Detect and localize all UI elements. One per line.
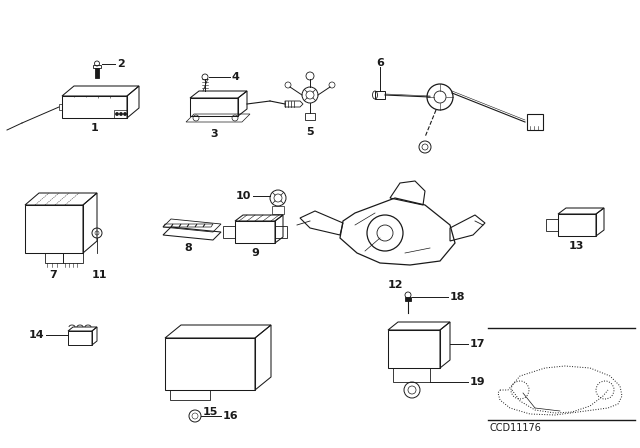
Text: 15: 15 xyxy=(202,407,218,417)
Text: 3: 3 xyxy=(210,129,218,139)
Text: 14: 14 xyxy=(28,330,44,340)
Text: 12: 12 xyxy=(387,280,403,290)
Text: 2: 2 xyxy=(117,59,125,69)
Polygon shape xyxy=(405,297,411,301)
Text: 11: 11 xyxy=(92,270,107,280)
Text: 8: 8 xyxy=(184,243,192,253)
Text: 5: 5 xyxy=(306,127,314,137)
Text: 18: 18 xyxy=(450,292,465,302)
Circle shape xyxy=(124,113,126,115)
Circle shape xyxy=(116,113,118,115)
Text: 7: 7 xyxy=(49,270,57,280)
Text: 13: 13 xyxy=(568,241,584,251)
Polygon shape xyxy=(95,68,99,78)
Text: 9: 9 xyxy=(251,248,259,258)
Text: 16: 16 xyxy=(223,411,239,421)
Text: 1: 1 xyxy=(91,123,99,133)
Text: 19: 19 xyxy=(470,377,486,387)
Text: 17: 17 xyxy=(470,339,486,349)
Circle shape xyxy=(120,113,122,115)
Text: CCD11176: CCD11176 xyxy=(490,423,542,433)
Text: 10: 10 xyxy=(236,191,251,201)
Text: 4: 4 xyxy=(232,72,240,82)
Text: 6: 6 xyxy=(376,58,384,68)
